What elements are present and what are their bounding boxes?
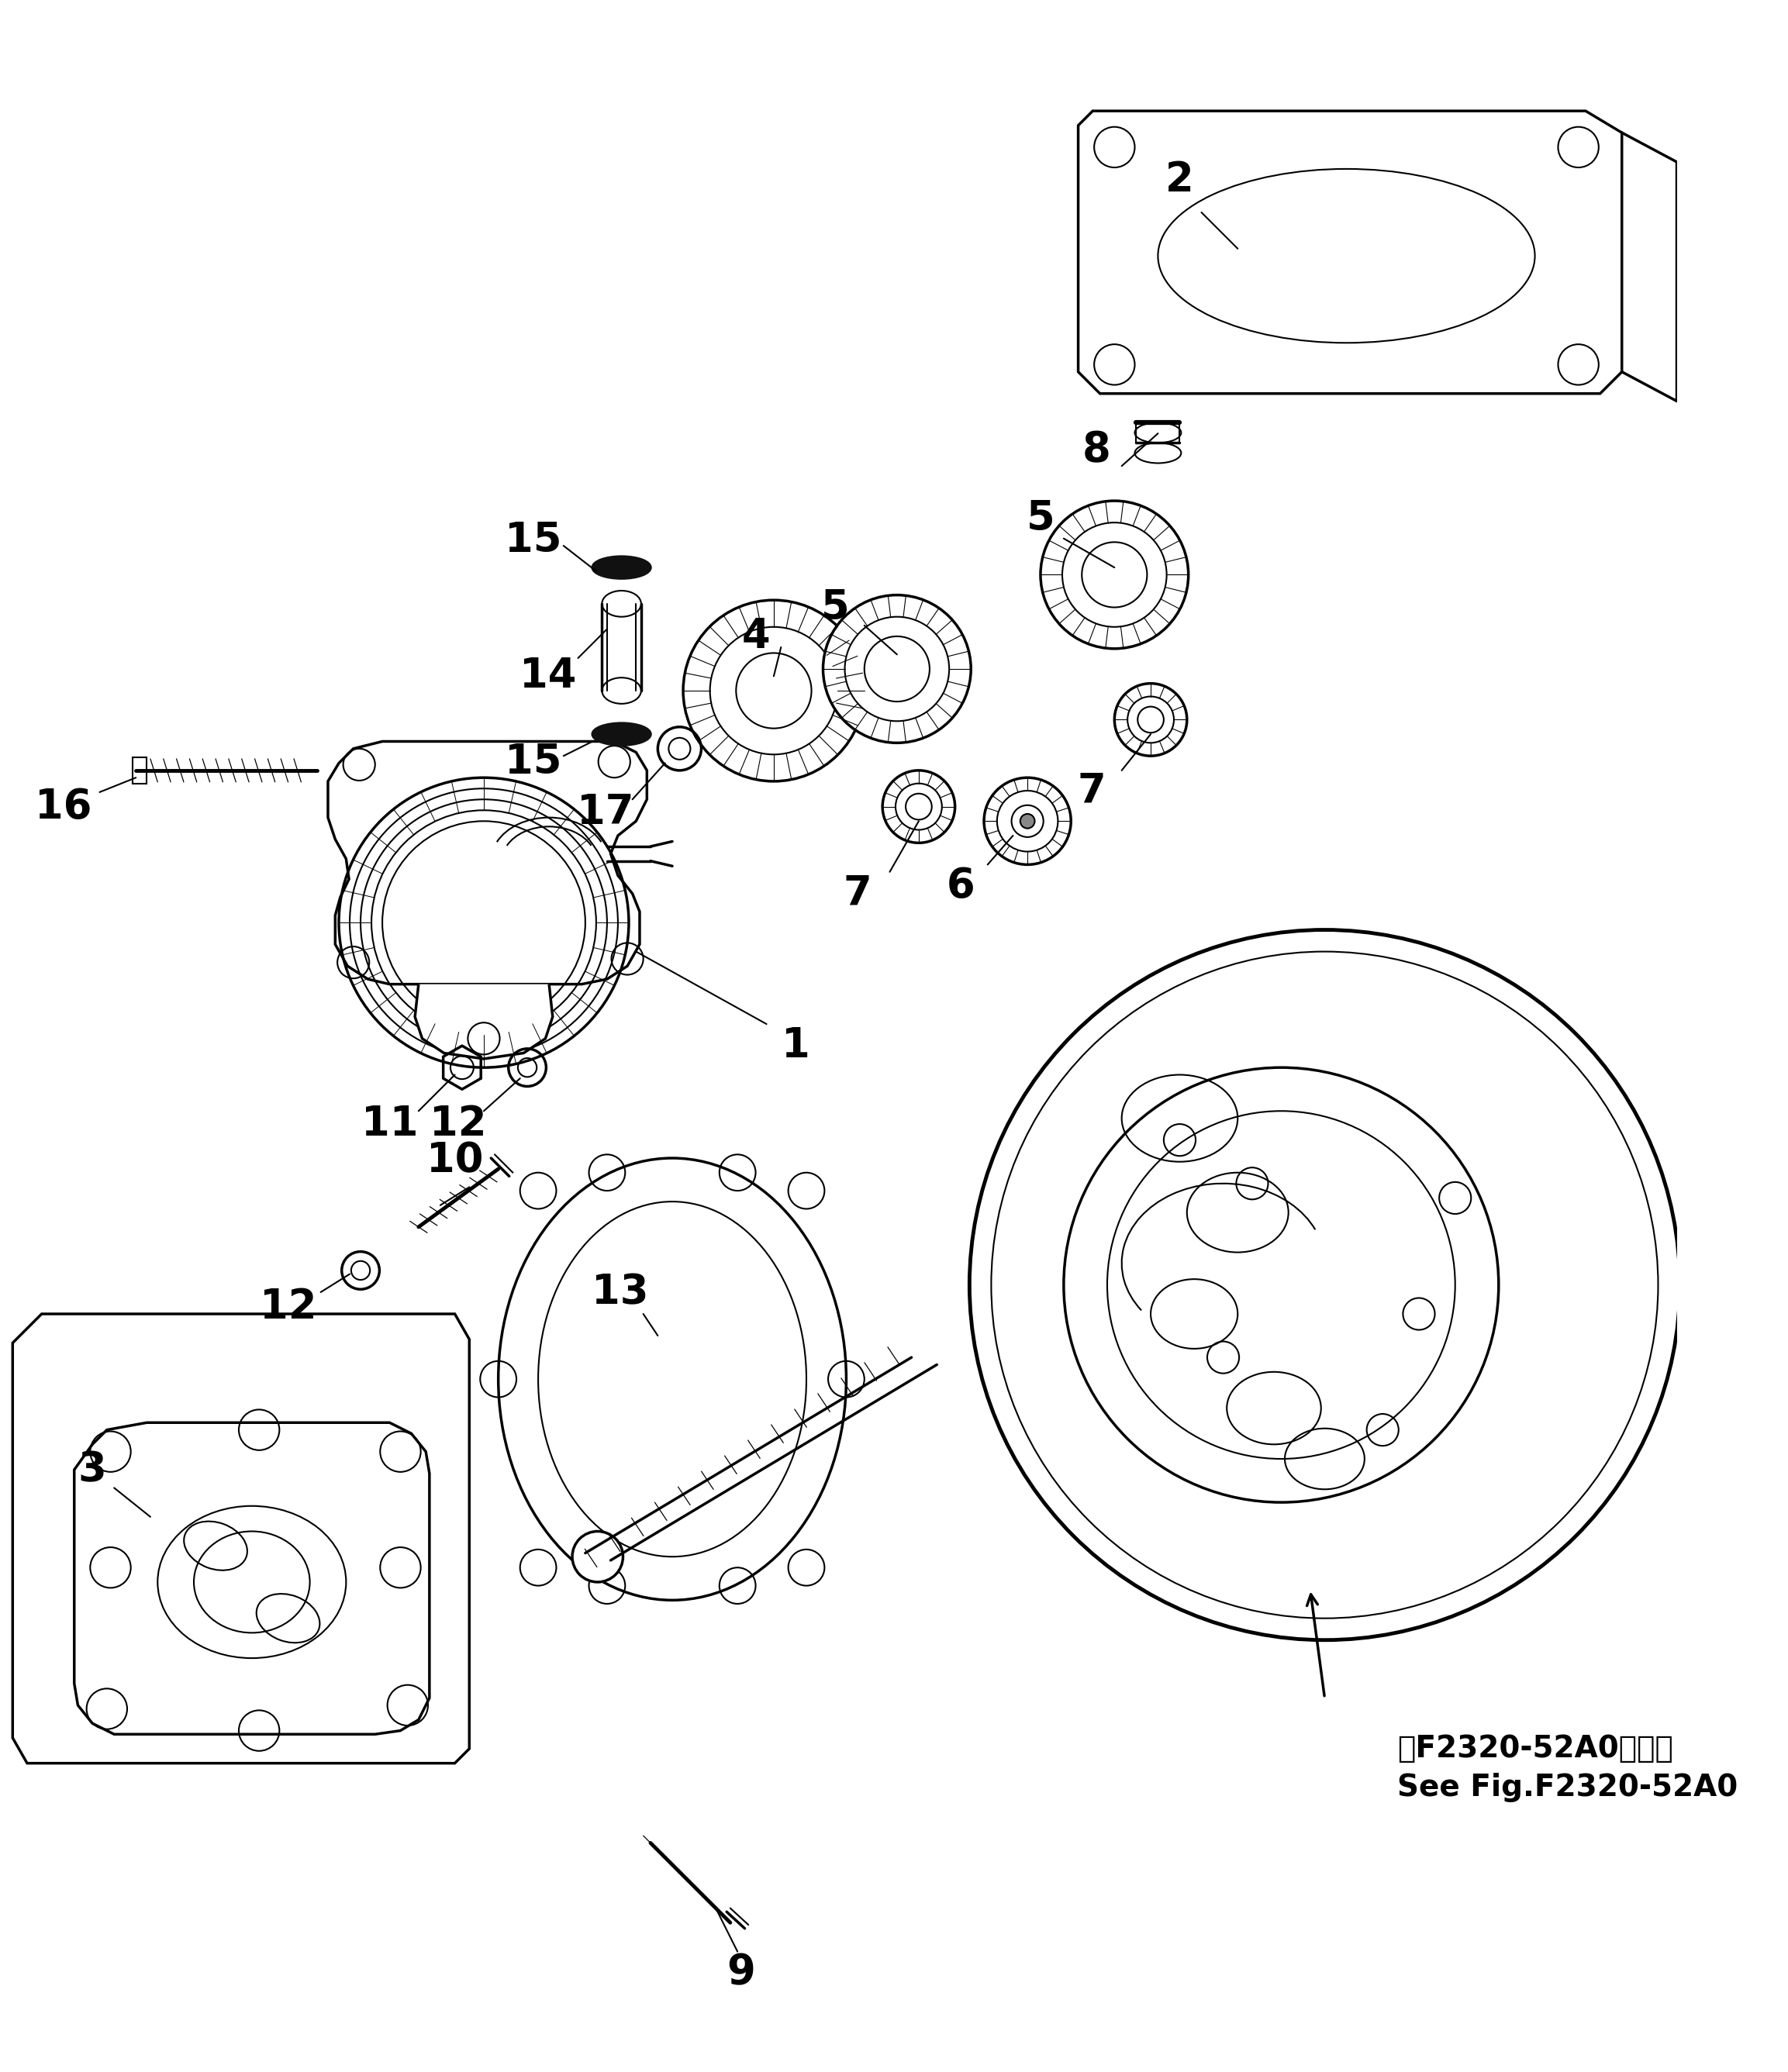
- Text: 7: 7: [842, 874, 871, 914]
- Text: 12: 12: [429, 1104, 486, 1144]
- Text: 2: 2: [1166, 160, 1194, 199]
- Circle shape: [1021, 814, 1035, 829]
- Polygon shape: [1681, 1351, 1724, 1394]
- Polygon shape: [1078, 112, 1622, 394]
- Text: 15: 15: [504, 742, 561, 781]
- Polygon shape: [1681, 1191, 1724, 1235]
- Text: 第F2320-52A0図参照
See Fig.F2320-52A0: 第F2320-52A0図参照 See Fig.F2320-52A0: [1396, 1734, 1738, 1803]
- Text: 5: 5: [1026, 497, 1055, 539]
- Polygon shape: [1681, 1241, 1724, 1285]
- Circle shape: [983, 777, 1071, 864]
- Text: 17: 17: [578, 792, 635, 833]
- Ellipse shape: [592, 557, 651, 578]
- Polygon shape: [1681, 1299, 1724, 1343]
- Text: 8: 8: [1082, 429, 1110, 470]
- Text: 16: 16: [36, 787, 91, 827]
- Text: 3: 3: [79, 1450, 107, 1490]
- Text: 12: 12: [259, 1287, 316, 1326]
- Text: 14: 14: [519, 657, 576, 696]
- Circle shape: [969, 930, 1681, 1641]
- Polygon shape: [327, 742, 647, 984]
- Text: 4: 4: [742, 615, 771, 657]
- Text: 5: 5: [821, 586, 849, 628]
- Circle shape: [572, 1531, 622, 1583]
- Polygon shape: [13, 1314, 468, 1763]
- Ellipse shape: [592, 723, 651, 746]
- Text: 6: 6: [946, 866, 974, 908]
- Circle shape: [1114, 684, 1187, 756]
- Polygon shape: [75, 1423, 429, 1734]
- Text: 9: 9: [728, 1952, 755, 1991]
- Text: 15: 15: [504, 520, 561, 559]
- Polygon shape: [1681, 1401, 1724, 1444]
- Circle shape: [822, 595, 971, 744]
- Text: 1: 1: [781, 1026, 810, 1065]
- Text: 10: 10: [426, 1140, 483, 1181]
- Ellipse shape: [499, 1158, 846, 1600]
- Text: 11: 11: [361, 1104, 418, 1144]
- Circle shape: [883, 771, 955, 843]
- Circle shape: [683, 601, 864, 781]
- Text: 7: 7: [1076, 771, 1105, 810]
- Circle shape: [1041, 501, 1189, 649]
- Polygon shape: [132, 758, 147, 783]
- Text: 13: 13: [592, 1272, 649, 1312]
- Polygon shape: [415, 984, 552, 1059]
